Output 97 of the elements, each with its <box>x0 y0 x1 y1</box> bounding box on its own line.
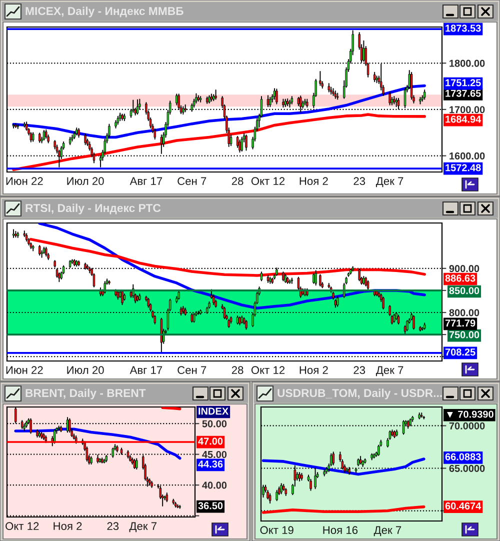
annotation: 1684.94 <box>446 116 482 123</box>
candlestick <box>412 315 415 330</box>
y-tick-label: 850.00 <box>449 287 480 294</box>
candlestick <box>38 132 41 143</box>
line-series <box>12 113 426 172</box>
candlestick <box>410 72 413 100</box>
ref-line-label: 1572.48 <box>446 164 481 172</box>
chart-title: MICEX, Daily - Индекс ММВБ <box>26 6 184 18</box>
y-tick-label: 50.00 <box>202 420 227 428</box>
candlestick <box>266 95 270 108</box>
x-tick-label: Июн 22 <box>6 366 43 374</box>
candlestick <box>240 136 244 152</box>
candlestick <box>268 493 272 504</box>
candlestick <box>42 130 46 141</box>
y-tick-label: 1700.00 <box>450 106 485 114</box>
x-tick-label: 23 <box>107 522 119 530</box>
x-tick-label: Окт 12 <box>251 177 285 186</box>
x-tick-label: Авг 17 <box>130 177 162 185</box>
x-tick-label: Дек 7 <box>376 177 404 188</box>
y-tick-label: 40.00 <box>202 482 227 489</box>
x-tick-label: Авг 17 <box>130 366 162 374</box>
x-tick-label: Сен 7 <box>178 177 206 186</box>
y-tick-label: 750.00 <box>449 331 480 338</box>
candlestick <box>332 452 335 466</box>
ref-line-label: 708.25 <box>445 348 476 356</box>
annotation: 1737.65 <box>446 90 481 97</box>
x-tick-label: Дек 7 <box>374 526 402 536</box>
candlestick <box>382 296 384 310</box>
x-tick-label: Ноя 2 <box>54 522 82 530</box>
x-tick-label: Окт 12 <box>6 522 39 530</box>
candlestick <box>12 229 15 238</box>
x-tick-label: Сен 7 <box>178 366 206 374</box>
x-tick-label: 28 <box>232 177 244 186</box>
annotation: 771.79 <box>445 320 476 327</box>
annotation: 44.36 <box>198 460 223 468</box>
x-tick-label: Дек 7 <box>129 522 156 532</box>
y-tick-label: 900.00 <box>449 265 480 272</box>
line-series <box>30 238 426 277</box>
candlestick <box>276 490 278 502</box>
ref-line-label: 47.00 <box>198 438 223 445</box>
x-tick-label: Июл 20 <box>67 177 104 186</box>
candlestick <box>160 318 163 352</box>
candlestick <box>38 245 41 256</box>
x-tick-label: Дек 7 <box>376 366 404 376</box>
ref-line-label: 1873.53 <box>446 24 481 32</box>
candlestick <box>269 96 272 108</box>
y-tick-label: 70.0000 <box>449 422 485 430</box>
line-series <box>14 428 182 460</box>
candlestick <box>388 91 391 106</box>
y-tick-label: 800.00 <box>449 309 480 316</box>
candlestick <box>84 134 86 146</box>
candlestick <box>154 128 156 140</box>
y-tick-label: 45.00 <box>202 450 227 458</box>
x-tick-label: Июн 22 <box>6 177 43 186</box>
text: INDEX <box>198 408 228 415</box>
annotation: 60.4674 <box>445 502 482 510</box>
annotation: 36.50 <box>198 502 223 510</box>
candlestick <box>319 274 322 287</box>
chart-title: BRENT, Daily - BRENT <box>26 388 146 400</box>
annotation: 886.63 <box>445 274 476 282</box>
candlestick <box>214 90 217 100</box>
y-tick-label: 1800.00 <box>450 60 485 67</box>
y-tick-label: 65.0000 <box>449 464 485 472</box>
candlestick <box>406 320 408 332</box>
candlestick <box>245 134 248 151</box>
annotation: ▼ 70.9390 <box>447 410 494 418</box>
annotation: 1751.25 <box>446 79 481 86</box>
candlestick <box>160 134 163 154</box>
annotation: 66.0883 <box>445 453 481 460</box>
chart-title: RTSI, Daily - Индекс РТС <box>26 204 161 214</box>
x-tick-label: Ноя 2 <box>300 177 328 186</box>
candlestick <box>312 273 315 284</box>
y-tick-label: 1600.00 <box>450 152 485 160</box>
candlestick <box>195 93 198 104</box>
candlestick <box>238 140 241 153</box>
candlestick <box>336 296 339 307</box>
x-tick-label: 23 <box>354 366 366 374</box>
candlestick <box>290 278 294 284</box>
candlestick <box>276 88 278 104</box>
x-tick-label: Окт 19 <box>260 526 294 534</box>
x-tick-label: Ноя 16 <box>323 526 358 534</box>
x-tick-label: Окт 12 <box>251 366 285 374</box>
candlestick <box>136 458 138 470</box>
candlestick <box>30 132 32 142</box>
candlestick <box>133 458 136 469</box>
candlestick <box>423 90 426 100</box>
x-tick-label: Июл 20 <box>67 366 104 374</box>
line-series <box>262 458 426 476</box>
candlestick <box>121 290 124 306</box>
candlestick <box>373 72 376 82</box>
candlestick <box>280 483 283 494</box>
chart-title: USDRUB_TOM, Daily - USDR... <box>278 388 442 400</box>
x-tick-label: Ноя 2 <box>300 366 328 374</box>
x-tick-label: 28 <box>232 366 244 374</box>
candlestick <box>319 70 322 86</box>
candlestick <box>310 478 312 491</box>
x-tick-label: 23 <box>354 177 366 186</box>
